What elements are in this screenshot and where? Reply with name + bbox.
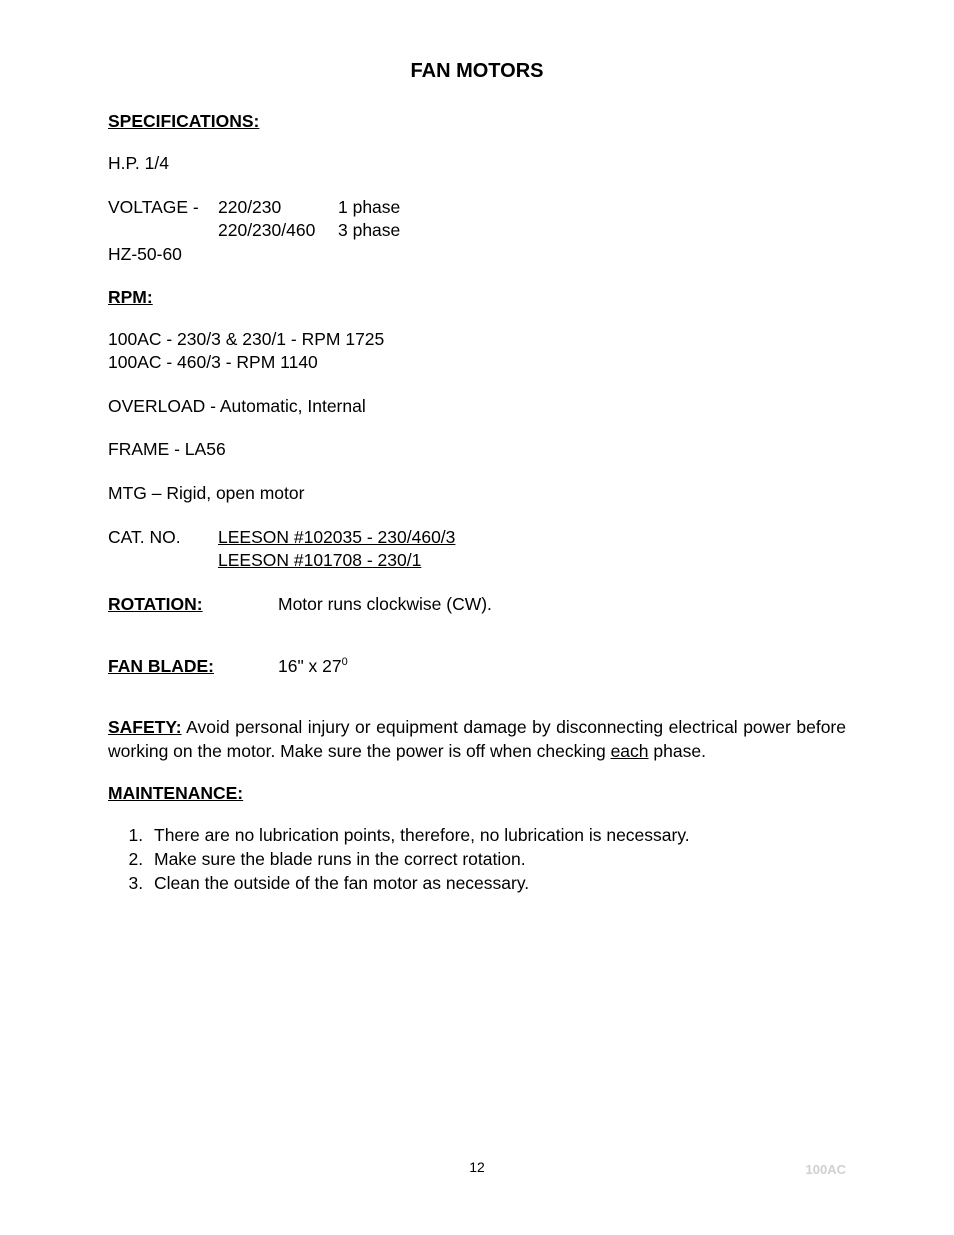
safety-text-after: phase. (649, 741, 706, 761)
fanblade-value: 16" x 270 (278, 655, 348, 679)
catno-value-2: LEESON #101708 - 230/1 (218, 549, 421, 573)
catno-line-2: LEESON #101708 - 230/1 (108, 549, 846, 573)
safety-text-before: Avoid personal injury or equipment damag… (108, 717, 846, 761)
catno-value-1: LEESON #102035 - 230/460/3 (218, 526, 455, 550)
page-title: FAN MOTORS (108, 60, 846, 83)
fanblade-value-sup: 0 (342, 656, 348, 668)
safety-block: SAFETY: Avoid personal injury or equipme… (108, 716, 846, 763)
rotation-value: Motor runs clockwise (CW). (278, 593, 492, 617)
rotation-row: ROTATION: Motor runs clockwise (CW). (108, 593, 846, 617)
mtg-line: MTG – Rigid, open motor (108, 482, 846, 506)
fanblade-row: FAN BLADE: 16" x 270 (108, 655, 846, 679)
safety-text-underlined: each (611, 741, 649, 761)
fanblade-value-base: 16" x 27 (278, 656, 342, 676)
catno-spacer (108, 549, 218, 573)
rpm-line-1: 100AC - 230/3 & 230/1 - RPM 1725 (108, 328, 846, 352)
maintenance-item-1: There are no lubrication points, therefo… (148, 824, 846, 848)
safety-label: SAFETY: (108, 717, 182, 737)
maintenance-item-2: Make sure the blade runs in the correct … (148, 848, 846, 872)
hp-line: H.P. 1/4 (108, 152, 846, 176)
fanblade-label: FAN BLADE: (108, 655, 278, 679)
voltage-2-phase: 3 phase (338, 219, 400, 243)
voltage-1-value: 220/230 (218, 196, 338, 220)
catno-line-1: CAT. NO. LEESON #102035 - 230/460/3 (108, 526, 846, 550)
overload-line: OVERLOAD - Automatic, Internal (108, 395, 846, 419)
maintenance-list: There are no lubrication points, therefo… (108, 824, 846, 895)
voltage-line-1: VOLTAGE - 220/230 1 phase (108, 196, 846, 220)
frame-line: FRAME - LA56 (108, 438, 846, 462)
rpm-heading: RPM: (108, 287, 846, 308)
voltage-line-2: 220/230/460 3 phase (108, 219, 846, 243)
voltage-label: VOLTAGE - (108, 196, 218, 220)
voltage-2-value: 220/230/460 (218, 219, 338, 243)
footer-model: 100AC (806, 1162, 846, 1177)
maintenance-heading: MAINTENANCE: (108, 783, 846, 804)
maintenance-item-3: Clean the outside of the fan motor as ne… (148, 872, 846, 896)
voltage-1-phase: 1 phase (338, 196, 400, 220)
catno-label: CAT. NO. (108, 526, 218, 550)
hz-line: HZ-50-60 (108, 243, 846, 267)
rpm-line-2: 100AC - 460/3 - RPM 1140 (108, 351, 846, 375)
specifications-heading: SPECIFICATIONS: (108, 111, 846, 132)
voltage-spacer (108, 219, 218, 243)
rotation-label: ROTATION: (108, 593, 278, 617)
